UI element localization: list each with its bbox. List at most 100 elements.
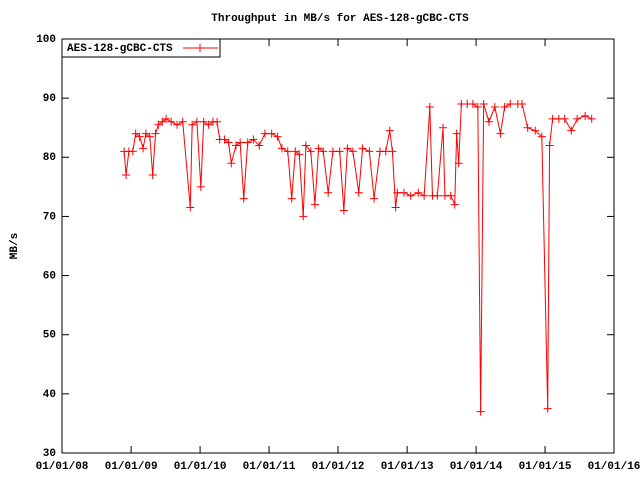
x-tick-label: 01/01/12 <box>312 461 365 473</box>
point <box>581 111 590 120</box>
point <box>243 138 252 147</box>
point <box>167 117 176 126</box>
point <box>128 147 137 156</box>
point <box>239 194 248 203</box>
point <box>365 147 374 156</box>
point <box>162 114 171 123</box>
x-tick-label: 01/01/11 <box>243 461 296 473</box>
point <box>490 103 499 112</box>
point <box>399 188 408 197</box>
point <box>306 147 315 156</box>
point <box>468 100 477 109</box>
point <box>335 147 344 156</box>
point <box>260 129 269 138</box>
point <box>452 129 461 138</box>
point <box>425 103 434 112</box>
point <box>328 147 337 156</box>
point <box>587 114 596 123</box>
x-tick-label: 01/01/10 <box>174 461 227 473</box>
point <box>196 182 205 191</box>
point <box>420 191 429 200</box>
point <box>145 132 154 141</box>
x-tick-label: 01/01/13 <box>381 461 434 473</box>
point <box>299 212 308 221</box>
point <box>236 138 245 147</box>
point <box>339 206 348 215</box>
point <box>135 132 144 141</box>
point <box>545 141 554 150</box>
y-tick-label: 40 <box>43 389 56 401</box>
point <box>343 144 352 153</box>
point <box>324 188 333 197</box>
point <box>186 203 195 212</box>
point <box>573 114 582 123</box>
point <box>249 135 258 144</box>
point <box>446 191 455 200</box>
point <box>227 159 236 168</box>
point <box>543 404 552 413</box>
y-tick-label: 100 <box>36 34 56 46</box>
point <box>370 194 379 203</box>
point <box>277 144 286 153</box>
legend-box <box>61 38 221 58</box>
y-tick-label: 90 <box>43 93 56 105</box>
point <box>178 117 187 126</box>
point <box>273 132 282 141</box>
point <box>537 132 546 141</box>
point <box>484 117 493 126</box>
y-axis-label: MB/s <box>9 233 21 259</box>
point <box>523 123 532 132</box>
point <box>567 126 576 135</box>
legend-label: AES-128-gCBC-CTS <box>67 43 173 55</box>
point <box>531 126 540 135</box>
point <box>173 120 182 129</box>
point <box>406 191 415 200</box>
point <box>496 129 505 138</box>
point <box>500 103 509 112</box>
point <box>414 188 423 197</box>
point <box>151 129 160 138</box>
point <box>148 171 157 180</box>
x-tick-label: 01/01/14 <box>450 461 503 473</box>
point <box>314 144 323 153</box>
point <box>231 141 240 150</box>
point <box>476 407 485 416</box>
point <box>122 171 131 180</box>
point <box>220 135 229 144</box>
point <box>354 188 363 197</box>
point <box>267 129 276 138</box>
point <box>287 194 296 203</box>
point <box>348 147 357 156</box>
point <box>473 103 482 112</box>
point <box>391 203 400 212</box>
point <box>295 150 304 159</box>
x-tick-label: 01/01/15 <box>519 461 572 473</box>
point <box>439 123 448 132</box>
point <box>388 147 397 156</box>
x-tick-label: 01/01/08 <box>36 461 89 473</box>
point <box>479 100 488 109</box>
point <box>310 200 319 209</box>
point <box>518 100 526 109</box>
y-tick-label: 30 <box>43 448 56 460</box>
point <box>358 144 367 153</box>
y-tick-label: 60 <box>43 270 56 282</box>
point <box>301 141 310 150</box>
point <box>188 120 197 129</box>
y-tick-label: 70 <box>43 211 56 223</box>
point <box>433 191 442 200</box>
point <box>454 159 463 168</box>
point <box>139 144 148 153</box>
point <box>204 120 213 129</box>
point <box>560 114 569 123</box>
x-tick-label: 01/01/09 <box>105 461 158 473</box>
point <box>283 147 292 156</box>
point <box>450 200 459 209</box>
y-tick-label: 80 <box>43 152 56 164</box>
legend-marker <box>196 44 204 52</box>
point <box>385 126 394 135</box>
plot-frame <box>61 38 615 454</box>
point <box>199 117 208 126</box>
